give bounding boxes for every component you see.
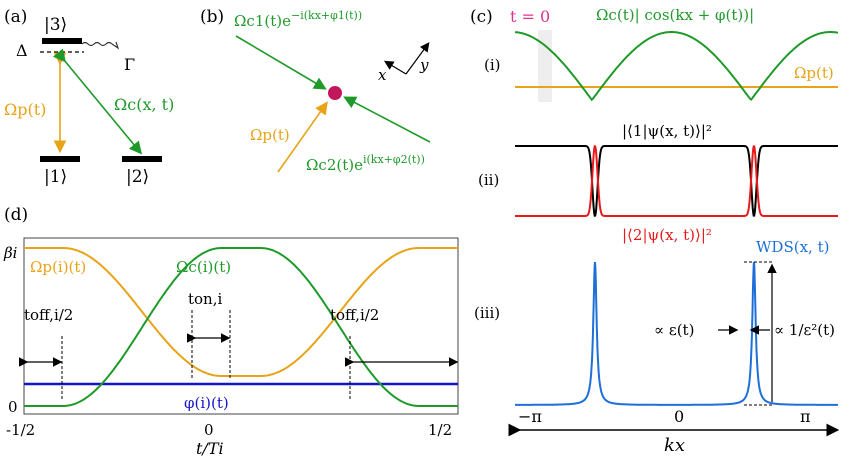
state-3-label: |3⟩ xyxy=(44,15,67,35)
panel-c: (c) t = 0 Ωc(t)| cos(kx + φ(t))| (i) (ii… xyxy=(470,6,840,456)
x-axis-glyph xyxy=(383,60,407,75)
t-off-right-label: toff,i/2 xyxy=(330,306,379,324)
kx-tick-right: π xyxy=(800,407,811,426)
x-tick-mid: 0 xyxy=(204,421,214,439)
atom-dot xyxy=(328,86,342,100)
t-off-left-label: toff,i/2 xyxy=(24,306,73,324)
kx-tick-mid: 0 xyxy=(674,407,684,426)
gamma-label: Γ xyxy=(124,55,135,74)
state-1-label: |1⟩ xyxy=(44,167,67,187)
omega-c-i-label: Ωc(i)(t) xyxy=(176,258,231,276)
beam-c1-arrow xyxy=(235,35,327,90)
omega-p-label-b: Ωp(t) xyxy=(250,126,290,144)
state-2-label: |2⟩ xyxy=(126,167,149,187)
panel-a: (a) |3⟩ Δ Γ |1⟩ |2⟩ Ωp(t) Ωc(x, t) xyxy=(4,7,174,187)
panel-d-tag: (d) xyxy=(4,205,28,225)
kx-tick-left: −π xyxy=(518,407,542,426)
omega-c-envelope-label: Ωc(t)| cos(kx + φ(t))| xyxy=(596,6,754,24)
row-iii-label: (iii) xyxy=(474,304,500,322)
plot-frame xyxy=(23,237,459,415)
level-3-bar xyxy=(42,38,82,44)
omega-p-i-curve xyxy=(24,247,458,377)
y-zero-label: 0 xyxy=(8,398,18,416)
y-axis-label: y xyxy=(419,56,429,74)
t-on-label: ton,i xyxy=(188,290,222,308)
x-axis-label-d: t/Ti xyxy=(196,439,224,457)
panel-b-tag: (b) xyxy=(200,7,224,27)
wds-label: WDS(x, t) xyxy=(756,238,829,256)
omega-p-i-label: Ωp(i)(t) xyxy=(30,258,86,276)
row-ii-label: (ii) xyxy=(478,171,499,189)
t-zero-label: t = 0 xyxy=(510,7,550,26)
beam-p-arrow xyxy=(277,101,328,173)
y-top-label: βi xyxy=(3,244,18,262)
row-i-label: (i) xyxy=(484,56,501,74)
x-axis-label: x xyxy=(378,66,387,84)
psi1-label: |⟨1|ψ(x, t)⟩|² xyxy=(622,122,712,140)
kx-axis-label: kx xyxy=(664,435,685,456)
omega-p-label-a: Ωp(t) xyxy=(4,100,46,119)
decay-arrowhead xyxy=(111,41,120,50)
psi1-population-curve xyxy=(515,145,838,217)
x-tick-left: -1/2 xyxy=(6,421,35,439)
phi-i-label: φ(i)(t) xyxy=(184,394,229,412)
panel-a-tag: (a) xyxy=(4,7,27,27)
wds-peaks-curve xyxy=(515,261,838,406)
decay-squiggle xyxy=(81,41,113,47)
beam-c2-arrow xyxy=(343,96,431,143)
delta-label: Δ xyxy=(16,41,28,60)
y-axis-glyph xyxy=(405,42,430,75)
level-1-bar xyxy=(40,156,80,162)
omega-c-abs-cos-curve xyxy=(514,31,839,102)
height-label: ∝ 1/ε²(t) xyxy=(774,321,835,339)
panel-b: (b) Ωc1(t)e−i(kx+φ1(t)) Ωp(t) Ωc2(t)ei(k… xyxy=(200,7,431,174)
omega-c2-label: Ωc2(t)ei(kx+φ2(t)) xyxy=(306,153,425,174)
level-2-bar xyxy=(122,156,162,162)
coupling-transition-arrow xyxy=(52,48,143,155)
panel-c-tag: (c) xyxy=(470,7,493,27)
omega-c-i-curve xyxy=(24,247,458,407)
psi2-label: |⟨2|ψ(x, t)⟩|² xyxy=(622,226,712,244)
x-tick-right: 1/2 xyxy=(428,421,452,439)
omega-c-label-a: Ωc(x, t) xyxy=(114,95,174,114)
width-label: ∝ ε(t) xyxy=(654,321,694,339)
omega-c1-label: Ωc1(t)e−i(kx+φ1(t)) xyxy=(234,9,362,30)
omega-p-label-c: Ωp(t) xyxy=(794,64,834,82)
psi2-population-curve xyxy=(515,145,838,217)
panel-d: (d) βi 0 Ωp(i)(t) Ωc(i)(t) φ(i)(t) ton,i… xyxy=(3,205,459,457)
